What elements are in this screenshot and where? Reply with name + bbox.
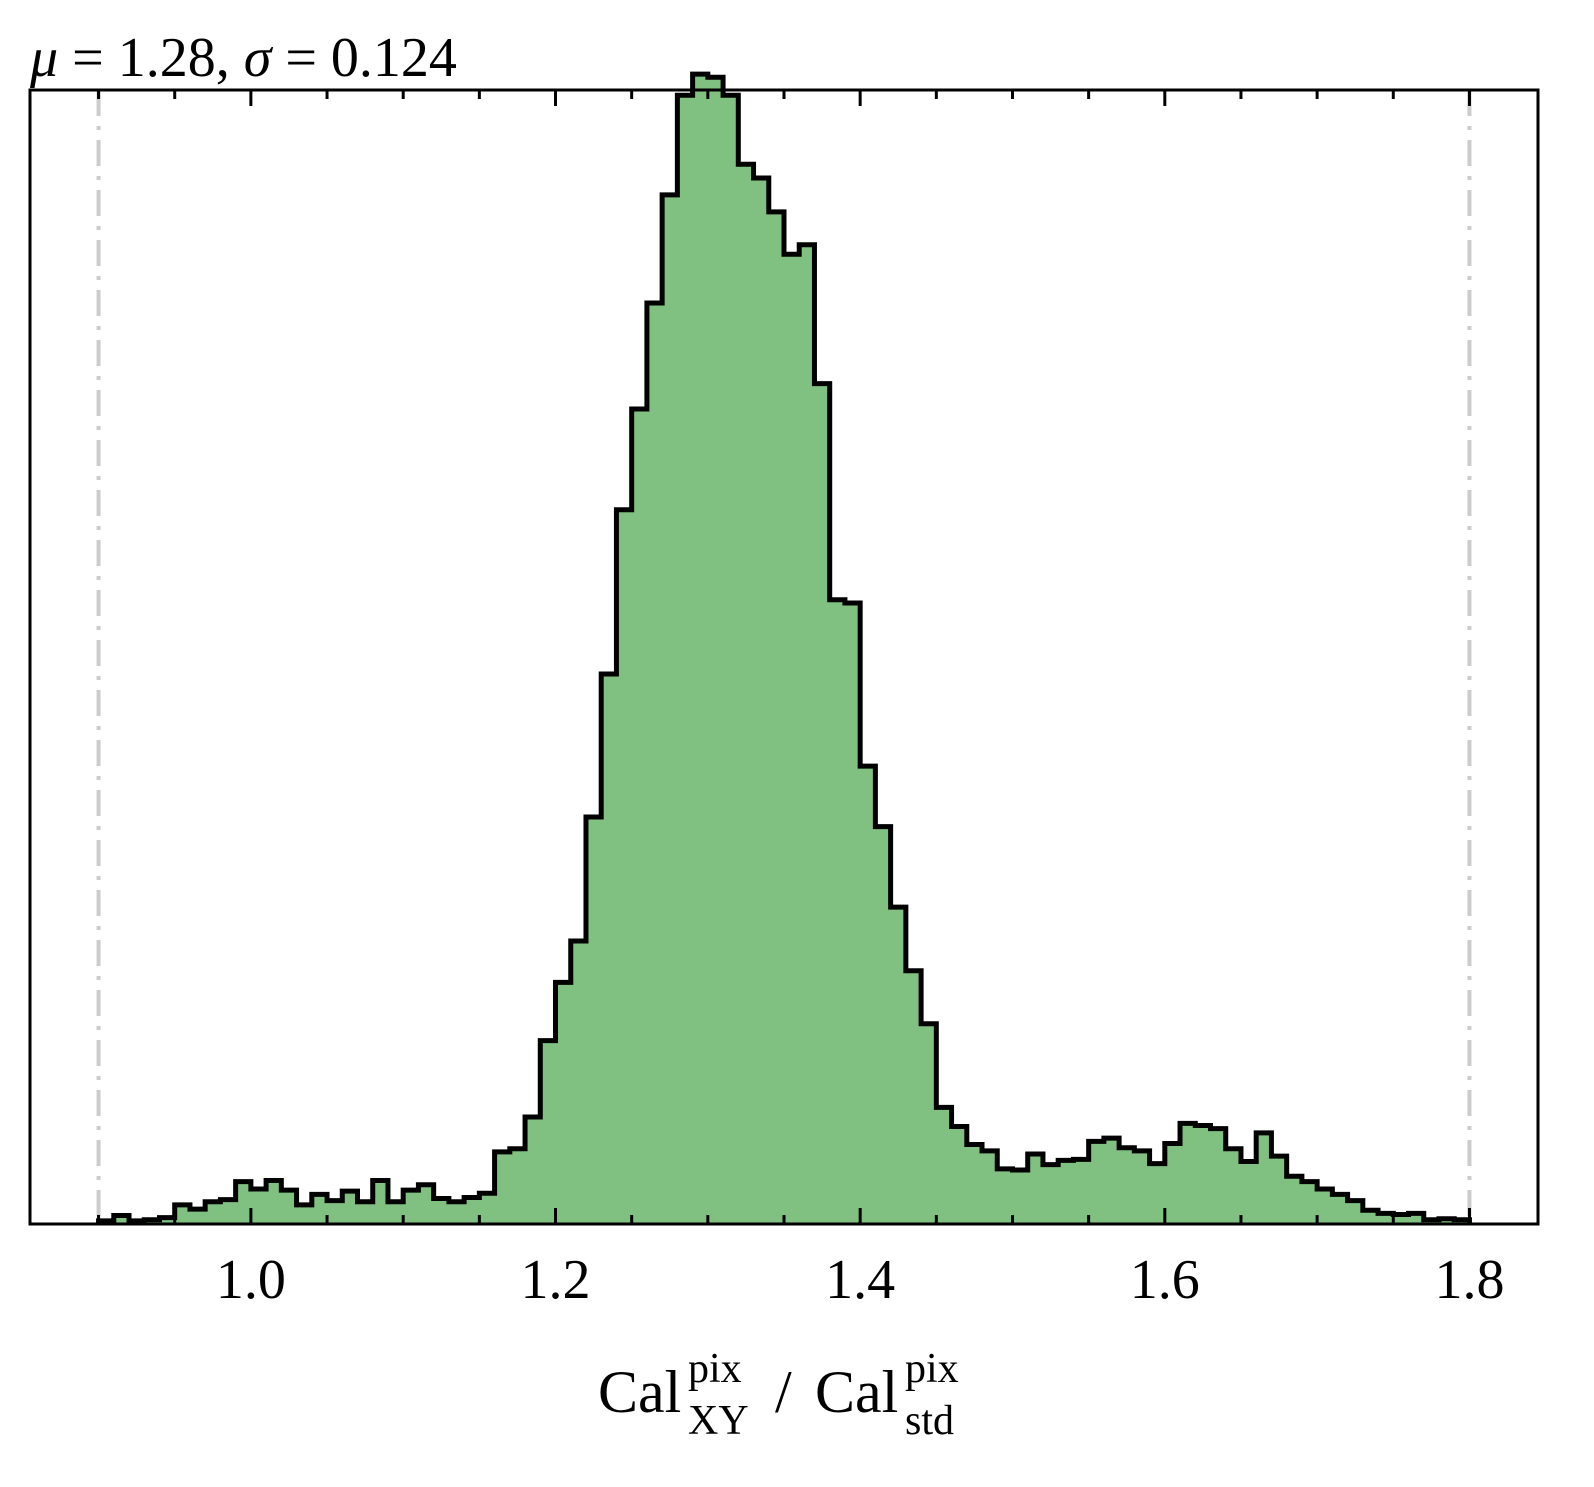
x-tick-label: 1.0 (216, 1249, 286, 1311)
xlabel-cal-1: Cal (598, 1359, 681, 1425)
x-tick-labels: 1.0 1.2 1.4 1.6 1.8 (216, 1249, 1505, 1311)
xlabel-sup-2: pix (905, 1346, 959, 1392)
x-tick-label: 1.6 (1130, 1249, 1200, 1311)
x-axis-label: Cal pix XY / Cal pix std (598, 1346, 959, 1444)
chart-title: μ = 1.28, σ = 0.124 (29, 27, 457, 89)
x-tick-label: 1.2 (521, 1249, 591, 1311)
xlabel-cal-2: Cal (815, 1359, 898, 1425)
x-tick-label: 1.4 (825, 1249, 895, 1311)
xlabel-sub-2: std (905, 1398, 954, 1444)
x-tick-label: 1.8 (1434, 1249, 1504, 1311)
title-mu: μ (29, 27, 58, 89)
xlabel-sub-1: XY (688, 1398, 749, 1444)
histogram-outline (96, 71, 1472, 1224)
plot-frame (28, 88, 1540, 1226)
histogram-fill (98, 74, 1470, 1225)
xlabel-separator: / (760, 1359, 807, 1425)
title-mu-value: = 1.28, (58, 27, 244, 89)
title-sigma: σ (244, 27, 274, 89)
xlabel-sup-1: pix (688, 1346, 742, 1392)
reference-lines (96, 90, 1472, 1224)
title-sigma-value: = 0.124 (271, 27, 457, 89)
